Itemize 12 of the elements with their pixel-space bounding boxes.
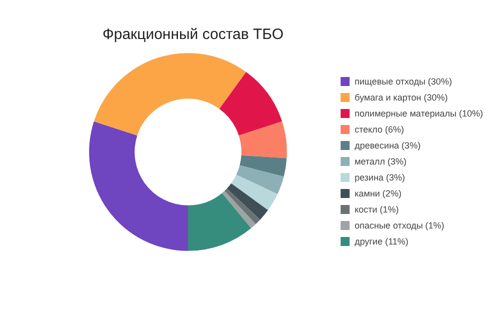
- legend-label: стекло (6%): [354, 124, 404, 134]
- legend-label: древесина (3%): [354, 140, 421, 150]
- legend-label: пищевые отходы (30%): [354, 76, 452, 86]
- legend-label: опасные отходы (1%): [354, 220, 444, 230]
- legend-label: металл (3%): [354, 156, 407, 166]
- legend-label: полимерные материалы (10%): [354, 108, 484, 118]
- legend-label: камни (2%): [354, 188, 402, 198]
- legend-label: бумага и картон (30%): [354, 92, 448, 102]
- legend-label: резина (3%): [354, 172, 406, 182]
- legend-label: другие (11%): [354, 236, 408, 246]
- chart-title: Фракционный состав ТБО: [102, 26, 284, 43]
- legend-label: кости (1%): [354, 204, 399, 214]
